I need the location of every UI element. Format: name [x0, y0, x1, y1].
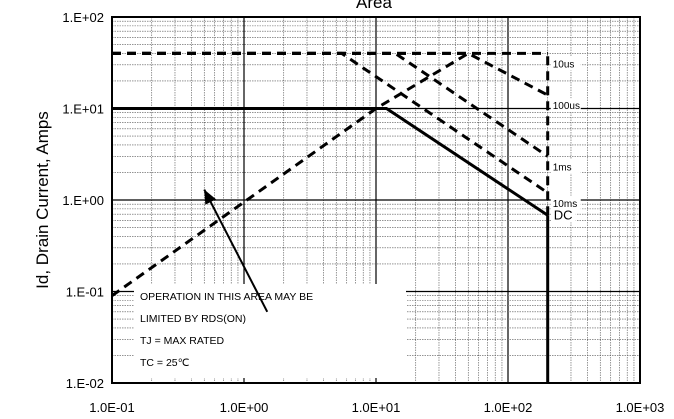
- curve-label-bg: [550, 56, 581, 71]
- note-line: TC = 25℃: [140, 357, 190, 369]
- tick-labels: 1.0E-01 1.0E+00 1.0E+01 1.0E+02 1.0E+03 1.E+0…: [62, 10, 664, 415]
- y-tick-label: 1.E+00: [62, 193, 104, 208]
- plot-frame: [111, 16, 641, 384]
- curve-label: 10us: [553, 59, 575, 70]
- series-lines: [111, 51, 550, 383]
- series-line-10ms: [112, 51, 549, 195]
- note-line: OPERATION IN THIS AREA MAY BE: [140, 291, 313, 303]
- curve-label: 100us: [553, 101, 580, 112]
- curve-label-bg: [550, 159, 581, 174]
- curve-label: DC: [554, 207, 573, 222]
- note-arrow-head: [204, 189, 216, 205]
- y-tick-label: 1.E+02: [62, 10, 104, 25]
- y-tick-label: 1.E+01: [62, 102, 104, 117]
- curve-label: 1ms: [553, 162, 572, 173]
- curve-label-bg: [550, 195, 581, 210]
- grid: [112, 17, 640, 383]
- y-tick-label: 1.E-01: [66, 285, 104, 300]
- y-tick-label: 1.E-02: [66, 376, 104, 391]
- x-tick-label: 1.0E+03: [616, 400, 665, 415]
- series-line-1ms: [112, 51, 549, 158]
- x-tick-label: 1.0E-01: [89, 400, 135, 415]
- y-axis-label: Id, Drain Current, Amps: [33, 111, 52, 289]
- curve-label-bg: [550, 98, 581, 113]
- series-line-rds-on-limit: [111, 52, 470, 297]
- curve-label: 10ms: [553, 199, 577, 210]
- series-line-dc: [112, 107, 549, 217]
- note-line: TJ = MAX RATED: [140, 335, 225, 347]
- chart-title: Area: [356, 0, 392, 12]
- operation-note: OPERATION IN THIS AREA MAY BE LIMITED BY …: [134, 189, 406, 378]
- curve-label-bg: [551, 208, 576, 223]
- series-line-100us: [112, 51, 549, 97]
- note-arrow: [203, 189, 269, 313]
- x-tick-label: 1.0E+02: [484, 400, 533, 415]
- x-tick-label: 1.0E+01: [352, 400, 401, 415]
- note-box: [134, 284, 406, 378]
- note-line: LIMITED BY RDS(ON): [140, 313, 246, 325]
- x-tick-label: 1.0E+00: [220, 400, 269, 415]
